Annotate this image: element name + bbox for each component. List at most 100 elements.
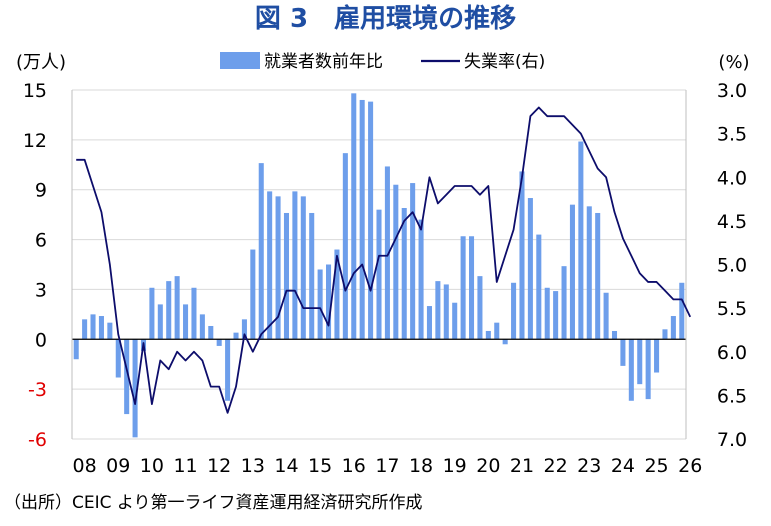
left-tick-label: 6 (35, 230, 47, 252)
line-series (76, 106, 692, 414)
right-axis-ticks: 3.0 3.5 4.0 4.5 5.0 5.5 6.0 6.5 7.0 (717, 80, 747, 451)
right-tick-label: 4.5 (717, 211, 747, 233)
employment-bar (107, 322, 113, 340)
left-tick-label: 12 (23, 130, 47, 152)
employment-bar (157, 304, 163, 340)
employment-bar (376, 209, 382, 340)
left-tick-label: 0 (35, 329, 47, 351)
employment-bar (603, 292, 609, 340)
employment-bar (225, 339, 231, 401)
employment-bar (183, 304, 189, 340)
employment-bar (73, 339, 79, 360)
employment-bar (578, 141, 584, 340)
left-axis-ticks: 15 12 9 6 3 0 -3 -6 (23, 80, 47, 451)
employment-bar (485, 330, 491, 340)
legend: 就業者数前年比 失業率(右) (220, 52, 545, 72)
legend-line-label: 失業率(右) (464, 52, 545, 72)
legend-bar-label: 就業者数前年比 (264, 52, 383, 72)
x-tick-label: 16 (342, 455, 366, 477)
employment-bar (267, 191, 273, 340)
employment-bar (443, 284, 449, 340)
employment-bar (241, 319, 247, 340)
employment-bar (132, 339, 138, 438)
employment-bar (393, 184, 399, 340)
employment-bar (258, 163, 264, 340)
employment-bar (292, 191, 298, 340)
employment-bar (309, 212, 315, 340)
employment-bar (283, 212, 290, 340)
employment-bar (250, 249, 256, 340)
unemployment-line (76, 106, 692, 414)
x-tick-label: 24 (611, 455, 635, 477)
employment-bar (569, 204, 575, 340)
left-tick-label: 9 (35, 180, 47, 202)
employment-bar (502, 339, 508, 345)
employment-bar (98, 316, 104, 340)
right-tick-label: 6.5 (717, 385, 747, 407)
chart: 15 12 9 6 3 0 -3 -6 3.0 3.5 4.0 4.5 5.0 5.5 6.0 6.5 7.0… (16, 52, 750, 477)
employment-bar (275, 196, 281, 340)
right-tick-label: 5.5 (717, 298, 747, 320)
x-axis-ticks: 08 09 10 11 12 13 14 15 16 17 18 19 20 21 22 23 24 25 26 (73, 455, 703, 477)
x-tick-label: 14 (274, 455, 298, 477)
employment-bar (216, 339, 222, 346)
employment-bar (595, 212, 601, 340)
left-tick-label: 3 (35, 279, 47, 301)
employment-bar (586, 206, 592, 340)
chart-title: 図 3 雇用環境の推移 (254, 4, 517, 34)
employment-bar (469, 236, 475, 340)
employment-bar (401, 208, 407, 340)
employment-bar (511, 282, 517, 340)
x-tick-label: 11 (173, 455, 197, 477)
employment-bar (342, 153, 348, 340)
employment-bar (611, 330, 618, 340)
employment-bar (670, 316, 676, 340)
x-tick-label: 26 (678, 455, 702, 477)
x-tick-label: 17 (375, 455, 399, 477)
employment-bar (174, 276, 180, 340)
x-tick-label: 22 (544, 455, 568, 477)
x-tick-label: 20 (476, 455, 500, 477)
right-tick-label: 7.0 (717, 429, 747, 451)
source-note: （出所）CEIC より第一ライフ資産運用経済研究所作成 (4, 493, 423, 513)
employment-bar (115, 339, 121, 378)
employment-bar (544, 287, 550, 340)
left-tick-label: 15 (23, 80, 47, 102)
employment-bar (637, 339, 643, 385)
employment-bar (300, 196, 306, 340)
right-tick-label: 3.0 (717, 80, 747, 102)
left-tick-label: -3 (28, 379, 47, 401)
left-tick-label: -6 (28, 429, 47, 451)
right-tick-label: 3.5 (717, 124, 747, 146)
employment-bar (326, 264, 332, 340)
employment-bar (384, 166, 390, 340)
right-tick-label: 6.0 (717, 342, 747, 364)
employment-bar (662, 329, 668, 340)
employment-bar (82, 319, 88, 340)
employment-bar (561, 266, 567, 340)
employment-bar (620, 339, 626, 366)
employment-bar (233, 332, 239, 340)
employment-bar (553, 291, 559, 340)
left-axis-unit: (万人) (16, 52, 66, 73)
bar-series (73, 93, 685, 438)
employment-bar (645, 339, 651, 400)
employment-bar (460, 236, 466, 340)
employment-bar (124, 339, 130, 415)
right-tick-label: 5.0 (717, 255, 747, 277)
employment-bar (410, 183, 416, 340)
employment-bar (90, 314, 96, 340)
employment-bar (679, 282, 685, 340)
axes (71, 90, 687, 439)
x-tick-label: 21 (510, 455, 534, 477)
employment-bar (494, 322, 500, 340)
x-tick-label: 19 (443, 455, 467, 477)
x-tick-label: 15 (308, 455, 332, 477)
employment-bar (452, 302, 458, 340)
employment-bar (208, 325, 214, 340)
employment-bar (334, 249, 340, 340)
employment-bar (191, 287, 197, 340)
employment-bar (359, 99, 365, 340)
employment-bar (317, 269, 323, 340)
employment-bar (477, 276, 483, 340)
